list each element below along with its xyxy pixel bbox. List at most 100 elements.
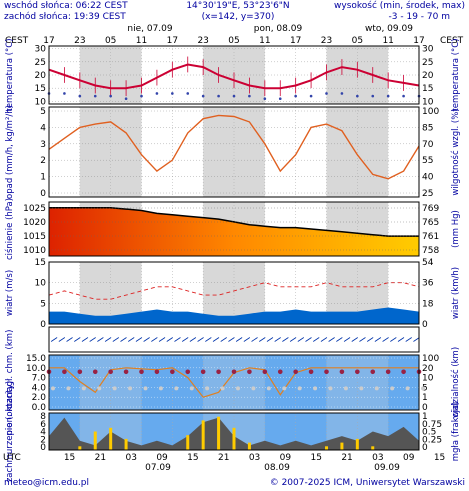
bottom-hour-tick: 03 [372, 453, 383, 463]
cloud-top-dot [308, 369, 314, 375]
clouds-panel-border [48, 412, 420, 451]
temperature-ytick-left: 25 [35, 58, 46, 68]
cloud-top-dot [92, 369, 98, 375]
temperature-ylabel-right: temperatura (°C) [451, 38, 461, 111]
footer-email[interactable]: meteo@icm.edu.pl [4, 478, 89, 488]
clouds-ylabel-left: zachmurzenie (oktanty) [5, 381, 15, 482]
wind-dir-arrow [81, 337, 89, 342]
precip-ytick-left: 0 [40, 189, 46, 199]
visibility-ytick-left: 10.0 [26, 364, 46, 374]
dewpoint-point [402, 94, 405, 98]
dewpoint-point [78, 94, 82, 98]
wind-dir-arrow [382, 337, 389, 342]
wind-dir-arrow [320, 337, 328, 342]
cloud-top-dot [139, 369, 144, 375]
top-hour-tick: 17 [167, 36, 178, 46]
temperature-ytick-left: 30 [35, 45, 47, 55]
wind-dir-arrow [374, 337, 382, 342]
visibility-ytick-right: 0 [422, 403, 428, 413]
wind-dir-arrow [74, 337, 81, 342]
dewpoint-point [109, 94, 112, 98]
cloud-top-dot [247, 369, 252, 375]
fog-bar [247, 442, 251, 450]
cloud-top-dot [200, 369, 206, 375]
tz-right: CEST [440, 36, 464, 46]
visibility-ylabel-left: pion. rozciągł. chm. (km) [5, 330, 15, 436]
dewpoint-point [263, 97, 267, 101]
wind-ytick-left: 5 [40, 299, 46, 309]
wind-ylabel-left: wiatr (m/s) [5, 270, 15, 316]
fog-bar [78, 446, 82, 450]
precip-ytick-left: 5 [40, 107, 46, 117]
visibility-ytick-right: 20 [422, 364, 434, 374]
wind-dir-arrow [151, 337, 158, 342]
bottom-hour-tick: 03 [249, 453, 260, 463]
wind-dir-arrow [166, 337, 173, 342]
coords-text: 14°30'19"E, 53°23'6"N [186, 1, 289, 11]
precip-ytick-left: 2 [40, 156, 46, 166]
bottom-hour-tick: 03 [125, 453, 136, 463]
cloud-top-dot [355, 369, 360, 375]
footer-date-2: 08.09 [264, 463, 290, 473]
cloud-base-dot [81, 386, 86, 391]
temperature-ytick-right: 25 [422, 58, 433, 68]
humidity-ylabel-right: wilgotność wzgl. (%) [450, 108, 461, 195]
visibility-ytick-left: 4.0 [32, 383, 47, 393]
cloud-base-dot [328, 386, 333, 391]
humidity-ytick-right: 40 [422, 173, 434, 183]
precip-ylabel-left: opad (mm/h, kg/m²/h) [5, 105, 15, 199]
dewpoint-point [309, 94, 313, 98]
pressure-ylabel-left: ciśnienie (hPa) [4, 198, 15, 260]
cloud-top-dot [185, 369, 191, 375]
day-label-2: pon, 08.09 [254, 24, 303, 34]
visibility-ytick-right: 1 [422, 393, 428, 403]
dewpoint-point [340, 92, 344, 95]
visibility-ytick-left: 0.0 [32, 403, 47, 413]
wind-dir-arrow [282, 337, 289, 342]
wind-dir-bg [49, 327, 419, 352]
humidity-ytick-right: 55 [422, 156, 433, 166]
wind-dir-arrow [112, 337, 120, 342]
humidity-ytick-right: 85 [422, 123, 433, 133]
precip-ytick-left: 3 [40, 140, 46, 150]
cloud-base-dot [374, 386, 379, 391]
wind-ylabel-right: wiatr (km/h) [451, 267, 461, 319]
cloud-base-dot [282, 386, 287, 391]
fog-bar [232, 427, 236, 450]
precip-ytick-left: 1 [40, 173, 46, 183]
bottom-hour-ticks: 15 21 03 09 15 21 03 09 15 21 03 09 15 [64, 453, 445, 463]
wind-ytick-left: 0 [40, 320, 46, 330]
temperature-ytick-right: 30 [422, 45, 434, 55]
cloud-top-dot [401, 369, 406, 375]
dewpoint-point [201, 94, 205, 98]
fog-bar [355, 438, 359, 450]
dewpoint-point [356, 94, 359, 98]
cloud-cover-area [49, 417, 419, 450]
visibility-ytick-left: 2.0 [32, 393, 47, 403]
wind-dir-arrow [397, 337, 405, 342]
pressure-ytick-right: 765 [422, 218, 439, 228]
humidity-ytick-right: 70 [422, 140, 434, 150]
grid-text: (x=142, y=370) [202, 12, 275, 22]
fog-ytick-right: 0 [422, 443, 428, 453]
dewpoint-point [248, 94, 251, 98]
wind-dir-arrow [50, 337, 58, 342]
day-label-1: nie, 07.09 [127, 24, 173, 34]
dewpoint-point [63, 92, 66, 95]
cloud-base-dot [174, 386, 179, 391]
wind-dir-panel-border [48, 326, 420, 353]
temperature-ylabel-left: temperatura (°C) [5, 38, 15, 111]
top-hour-tick: 17 [413, 36, 424, 46]
tz-left: CEST [5, 36, 29, 46]
cloud-base-dot [66, 386, 71, 391]
bottom-hour-tick: 15 [434, 453, 445, 463]
cloud-top-dot [231, 369, 237, 375]
fog-bar [371, 446, 375, 450]
precip-ytick-left: 4 [40, 123, 46, 133]
wind-dir-arrow [305, 337, 312, 342]
footer-date-3: 09.09 [374, 463, 400, 473]
visibility-panel-border [48, 354, 420, 411]
wind-dir-arrow [336, 337, 343, 342]
wind-dir-arrow [58, 337, 66, 342]
cloud-base-dot [112, 386, 117, 391]
